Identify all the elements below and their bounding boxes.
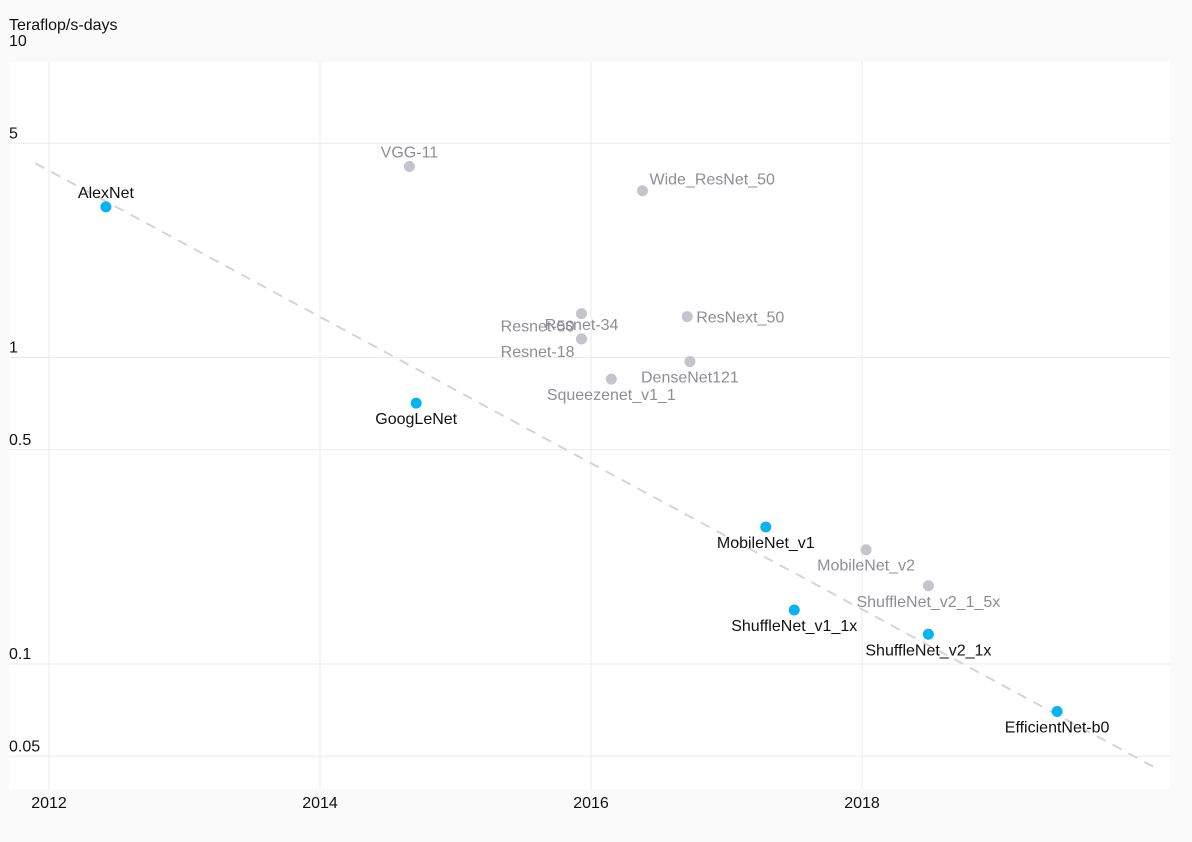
x-tick-label: 2016 (573, 795, 609, 812)
point-shufflenet-v1-1x (788, 604, 800, 616)
label-vgg-11: VGG-11 (381, 144, 439, 161)
label-efficientnet-b0: EfficientNet-b0 (1005, 719, 1110, 736)
label-shufflenet-v2-1x: ShuffleNet_v2_1x (865, 642, 991, 659)
point-wide-resnet-50 (636, 185, 648, 197)
point-googlenet (410, 397, 422, 409)
grid (9, 62, 1170, 789)
axis-ticks: 0.05 0.1 0.5 1 5 10 2012 2014 2016 2018 (9, 33, 880, 812)
point-efficientnet-b0 (1051, 705, 1063, 717)
trend-line (34, 162, 1161, 772)
trend-line-path (34, 162, 1161, 772)
label-resnext-50: ResNext_50 (696, 310, 784, 327)
label-resnet-50: Resnet-50 (501, 319, 575, 336)
point-vgg-11 (403, 160, 415, 172)
plot-background (9, 62, 1170, 789)
y-tick-label: 10 (9, 33, 27, 50)
y-axis-label: Teraflop/s-days (9, 17, 118, 34)
point-resnet-18 (576, 333, 588, 345)
label-shufflenet-v2-1-5x: ShuffleNet_v2_1_5x (856, 594, 1000, 611)
y-tick-label: 0.05 (9, 738, 40, 755)
label-squeezenet-v1-1: Squeezenet_v1_1 (547, 387, 676, 404)
x-tick-label: 2018 (844, 795, 880, 812)
point-squeezenet-v1-1 (605, 373, 617, 385)
point-shufflenet-v2-1-5x (922, 580, 934, 592)
y-tick-label: 5 (9, 125, 18, 142)
point-mobilenet-v1 (760, 521, 772, 533)
point-densenet121 (684, 356, 696, 368)
label-resnet-18: Resnet-18 (501, 344, 575, 361)
point-mobilenet-v2 (860, 544, 872, 556)
data-points (100, 160, 1063, 717)
label-resnet-34: Resnet-34 (545, 317, 619, 334)
point-alexnet (100, 201, 112, 213)
x-tick-label: 2012 (31, 795, 67, 812)
y-tick-label: 0.1 (9, 646, 31, 663)
point-resnext-50 (681, 311, 693, 323)
label-wide-resnet-50: Wide_ResNet_50 (649, 172, 775, 189)
label-googlenet: GoogLeNet (375, 411, 457, 428)
label-mobilenet-v1: MobileNet_v1 (717, 535, 815, 552)
label-shufflenet-v1-1x: ShuffleNet_v1_1x (731, 618, 857, 635)
y-tick-label: 0.5 (9, 432, 31, 449)
label-alexnet: AlexNet (78, 185, 135, 202)
x-tick-label: 2014 (302, 795, 338, 812)
label-densenet121: DenseNet121 (641, 370, 739, 387)
point-shufflenet-v2-1x (922, 628, 934, 640)
point-resnet-50 (576, 308, 588, 320)
y-tick-label: 1 (9, 340, 18, 357)
label-mobilenet-v2: MobileNet_v2 (817, 558, 915, 575)
